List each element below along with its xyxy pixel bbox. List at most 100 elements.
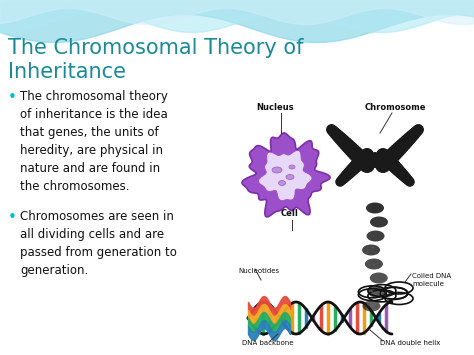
Ellipse shape — [385, 157, 398, 170]
Text: •: • — [8, 90, 17, 105]
Ellipse shape — [383, 155, 397, 169]
Ellipse shape — [407, 129, 419, 142]
Ellipse shape — [383, 150, 398, 165]
Ellipse shape — [362, 245, 380, 256]
Ellipse shape — [335, 177, 345, 187]
Ellipse shape — [341, 169, 353, 181]
Ellipse shape — [380, 152, 394, 166]
Ellipse shape — [329, 127, 341, 140]
Ellipse shape — [373, 264, 376, 266]
Ellipse shape — [337, 175, 346, 186]
Text: DNA double helix: DNA double helix — [380, 340, 440, 346]
Ellipse shape — [388, 160, 401, 173]
Ellipse shape — [334, 132, 347, 146]
Ellipse shape — [370, 217, 388, 228]
Ellipse shape — [352, 150, 367, 165]
Ellipse shape — [389, 161, 402, 174]
Ellipse shape — [359, 157, 375, 173]
Ellipse shape — [399, 170, 410, 182]
Ellipse shape — [348, 146, 364, 162]
Ellipse shape — [377, 291, 380, 294]
Ellipse shape — [348, 161, 361, 174]
Ellipse shape — [370, 290, 373, 293]
Ellipse shape — [395, 167, 407, 179]
Ellipse shape — [402, 174, 412, 184]
Ellipse shape — [346, 163, 359, 176]
Ellipse shape — [366, 230, 384, 241]
Ellipse shape — [371, 246, 374, 248]
Ellipse shape — [368, 264, 371, 266]
Ellipse shape — [390, 143, 405, 158]
Ellipse shape — [366, 261, 369, 263]
Ellipse shape — [346, 144, 362, 160]
Ellipse shape — [377, 155, 393, 171]
Ellipse shape — [410, 126, 422, 137]
Ellipse shape — [398, 136, 412, 150]
Ellipse shape — [376, 148, 390, 162]
Ellipse shape — [371, 246, 374, 249]
Ellipse shape — [404, 131, 418, 143]
Ellipse shape — [344, 166, 356, 178]
Ellipse shape — [379, 275, 382, 278]
Text: Inheritance: Inheritance — [8, 62, 126, 82]
Ellipse shape — [341, 139, 356, 154]
Ellipse shape — [409, 127, 421, 140]
Ellipse shape — [279, 180, 285, 186]
Ellipse shape — [392, 164, 405, 177]
Ellipse shape — [365, 258, 383, 269]
Ellipse shape — [384, 148, 400, 164]
Ellipse shape — [394, 139, 409, 154]
Polygon shape — [258, 151, 312, 201]
Text: Nucleotides: Nucleotides — [238, 268, 279, 274]
Ellipse shape — [366, 202, 384, 213]
Ellipse shape — [331, 129, 344, 142]
Ellipse shape — [360, 148, 374, 162]
Ellipse shape — [289, 165, 295, 169]
Text: Chromosome: Chromosome — [364, 103, 426, 112]
Ellipse shape — [397, 169, 409, 181]
Ellipse shape — [401, 134, 414, 148]
Ellipse shape — [359, 149, 373, 163]
Ellipse shape — [356, 153, 371, 169]
Ellipse shape — [367, 303, 370, 306]
Ellipse shape — [355, 154, 368, 168]
Ellipse shape — [388, 144, 404, 160]
Ellipse shape — [391, 163, 403, 176]
Ellipse shape — [333, 131, 346, 143]
Text: The chromosomal theory
of inheritance is the idea
that genes, the units of
hered: The chromosomal theory of inheritance is… — [20, 90, 168, 193]
Ellipse shape — [386, 158, 400, 171]
Ellipse shape — [394, 166, 406, 178]
Ellipse shape — [379, 151, 393, 165]
Text: Chromosomes are seen in
all dividing cells and are
passed from generation to
gen: Chromosomes are seen in all dividing cel… — [20, 210, 177, 277]
Ellipse shape — [328, 126, 339, 137]
Ellipse shape — [354, 152, 369, 167]
Text: Cell: Cell — [281, 209, 299, 218]
Ellipse shape — [339, 137, 354, 152]
Ellipse shape — [345, 164, 358, 177]
Ellipse shape — [413, 124, 424, 135]
Ellipse shape — [379, 153, 395, 169]
Ellipse shape — [345, 143, 360, 158]
Ellipse shape — [337, 136, 352, 150]
Ellipse shape — [343, 167, 355, 179]
Text: Coiled DNA
molecule: Coiled DNA molecule — [412, 273, 451, 286]
Text: •: • — [8, 210, 17, 225]
Ellipse shape — [382, 154, 396, 168]
Ellipse shape — [365, 251, 368, 253]
Ellipse shape — [402, 132, 416, 146]
Ellipse shape — [326, 124, 337, 135]
Ellipse shape — [377, 293, 380, 295]
Ellipse shape — [368, 286, 386, 297]
Ellipse shape — [339, 172, 350, 183]
Ellipse shape — [343, 141, 358, 156]
Ellipse shape — [356, 152, 370, 166]
Ellipse shape — [349, 160, 362, 173]
Ellipse shape — [350, 148, 365, 164]
Text: The Chromosomal Theory of: The Chromosomal Theory of — [8, 38, 303, 58]
Ellipse shape — [337, 174, 348, 184]
Polygon shape — [242, 133, 330, 217]
Ellipse shape — [353, 155, 367, 169]
Ellipse shape — [286, 175, 294, 180]
Ellipse shape — [396, 137, 410, 152]
Ellipse shape — [340, 170, 352, 182]
